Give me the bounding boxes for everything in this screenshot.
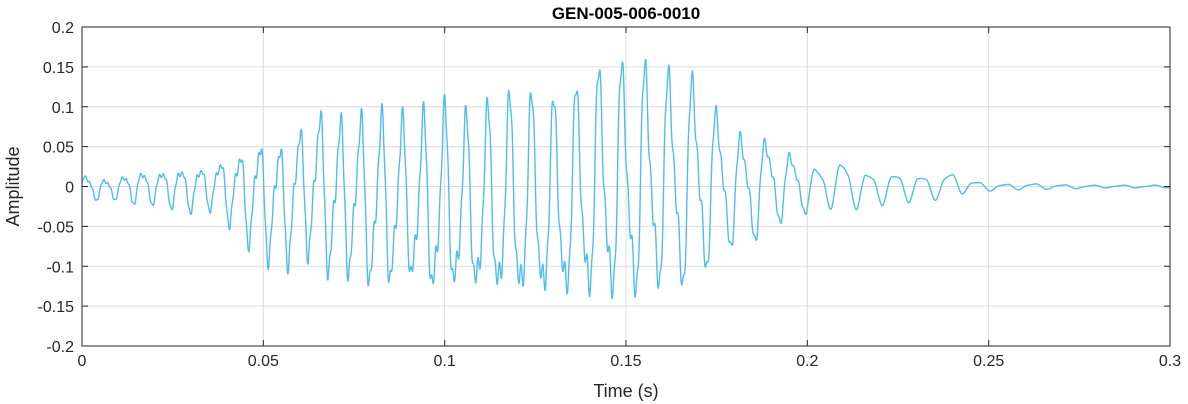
- y-tick-label: 0: [65, 180, 74, 197]
- y-tick-label: -0.05: [38, 219, 75, 236]
- y-tick-label: 0.1: [52, 100, 74, 117]
- y-tick-label: 0.2: [52, 20, 74, 37]
- x-axis-ticks: 0 0.05 0.1 0.15 0.2 0.25 0.3: [78, 27, 1181, 370]
- x-tick-label: 0.25: [973, 353, 1004, 370]
- x-axis-label: Time (s): [593, 381, 658, 401]
- y-tick-label: -0.1: [46, 259, 74, 276]
- x-tick-label: 0.3: [1159, 353, 1181, 370]
- x-tick-label: 0.05: [248, 353, 279, 370]
- y-tick-label: 0.15: [43, 60, 74, 77]
- chart-title: GEN-005-006-0010: [552, 4, 700, 23]
- x-tick-label: 0.1: [434, 353, 456, 370]
- y-axis-ticks: -0.2 -0.15 -0.1 -0.05 0 0.05 0.1 0.15 0.2: [38, 20, 1170, 356]
- x-tick-label: 0.15: [610, 353, 641, 370]
- y-tick-label: 0.05: [43, 140, 74, 157]
- x-tick-label: 0: [78, 353, 87, 370]
- y-tick-label: -0.15: [38, 299, 75, 316]
- y-axis-label: Amplitude: [3, 146, 23, 226]
- series-layer: [81, 58, 1171, 300]
- y-tick-label: -0.2: [46, 339, 74, 356]
- x-tick-label: 0.2: [796, 353, 818, 370]
- series-line-amplitude: [81, 58, 1171, 300]
